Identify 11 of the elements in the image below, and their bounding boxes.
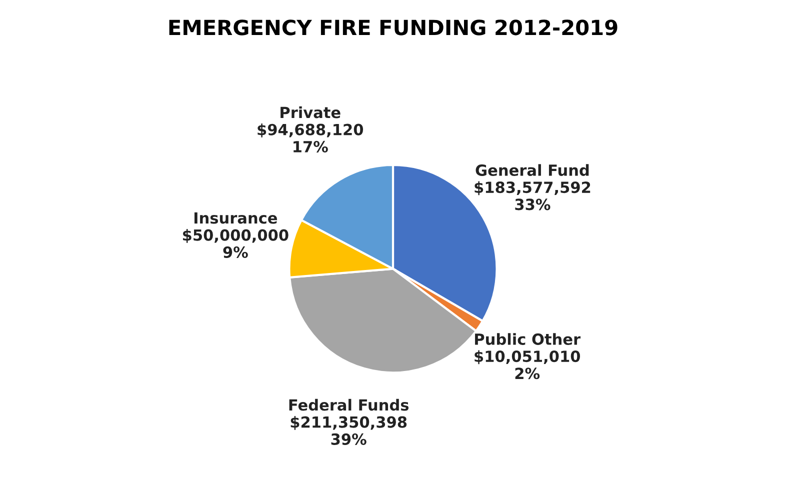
slice-label: General Fund [476, 164, 589, 176]
data-label: $50,000,000 9% [182, 229, 288, 258]
slice-label: Federal Funds [289, 398, 409, 411]
slice-label: Private [280, 106, 340, 118]
slice-label: Insurance [194, 212, 278, 224]
data-label: $10,051,010 2% [474, 350, 580, 380]
chart-title: EMERGENCY FIRE FUNDING 2012-2019 [169, 20, 618, 36]
data-label: $94,688,120 17% [258, 124, 364, 152]
data-label: $211,350,398 39% [290, 416, 407, 445]
data-label: $183,577,592 33% [474, 181, 590, 210]
slice-label: Public Other [475, 333, 581, 345]
